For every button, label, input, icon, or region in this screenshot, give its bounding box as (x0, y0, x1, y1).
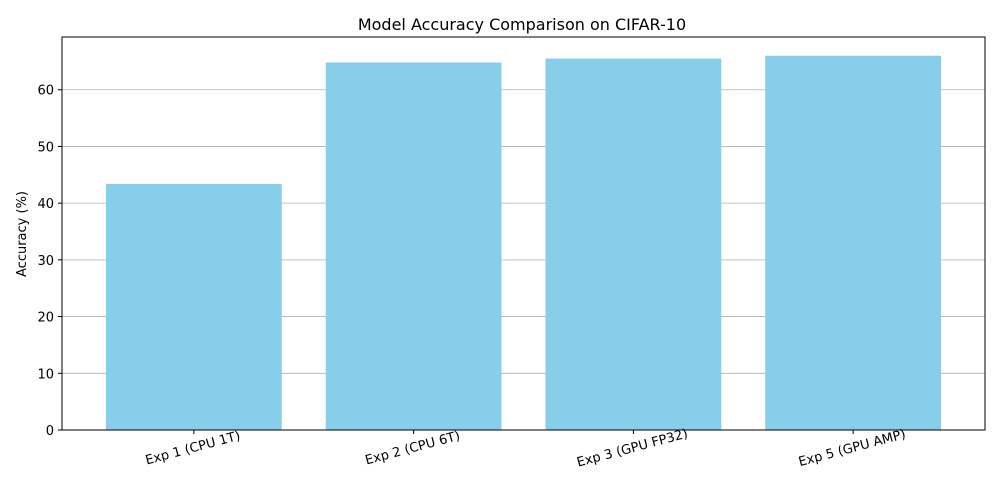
chart-title: Model Accuracy Comparison on CIFAR-10 (358, 15, 686, 34)
y-tick-label: 30 (37, 254, 54, 269)
y-tick-label: 40 (37, 197, 54, 212)
bar (765, 55, 942, 430)
y-tick-label: 0 (46, 424, 54, 439)
y-tick-label: 10 (37, 367, 54, 382)
y-tick-label: 20 (37, 311, 54, 326)
plot-frame (61, 36, 986, 431)
y-axis-title: Accuracy (%) (15, 191, 30, 277)
x-tick-label: Exp 3 (GPU FP32) (575, 427, 689, 471)
x-tick-label: Exp 5 (GPU AMP) (797, 427, 907, 470)
x-tick-label: Exp 1 (CPU 1T) (144, 429, 242, 469)
bar (325, 62, 502, 431)
bar (545, 58, 722, 431)
y-tick-label: 60 (37, 84, 54, 99)
bar (105, 183, 282, 430)
bar-layer (105, 55, 942, 431)
y-tick-label: 50 (37, 140, 54, 155)
x-tick-label: Exp 2 (CPU 6T) (364, 429, 462, 469)
